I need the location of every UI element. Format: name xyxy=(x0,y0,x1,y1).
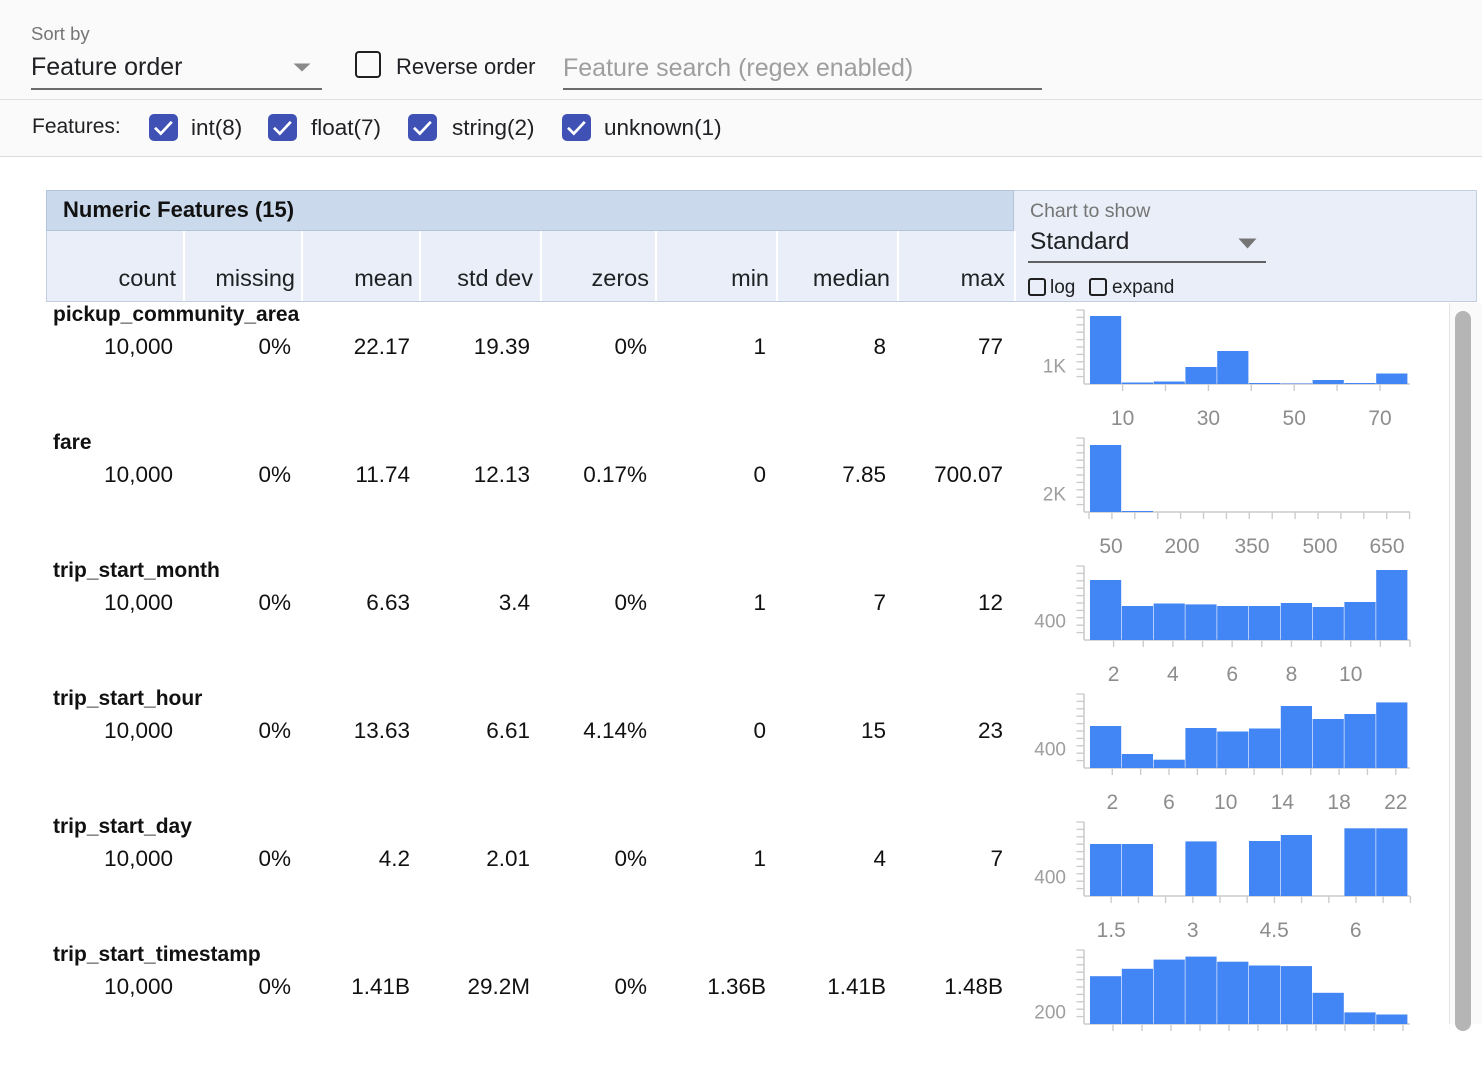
svg-text:8: 8 xyxy=(1286,663,1298,686)
svg-text:350: 350 xyxy=(1234,535,1269,558)
svg-text:650: 650 xyxy=(1369,535,1404,558)
svg-text:4.5: 4.5 xyxy=(1260,919,1289,942)
svg-text:400: 400 xyxy=(1034,612,1066,633)
svg-text:1K: 1K xyxy=(1043,357,1067,378)
svg-text:2: 2 xyxy=(1108,663,1120,686)
svg-text:6: 6 xyxy=(1350,919,1362,942)
svg-text:10: 10 xyxy=(1111,407,1134,430)
svg-text:50: 50 xyxy=(1099,535,1122,558)
svg-text:10: 10 xyxy=(1214,791,1237,814)
svg-text:6: 6 xyxy=(1226,663,1238,686)
svg-text:200: 200 xyxy=(1034,1003,1066,1024)
svg-text:1.5: 1.5 xyxy=(1097,919,1126,942)
svg-text:22: 22 xyxy=(1384,791,1407,814)
svg-text:18: 18 xyxy=(1327,791,1350,814)
svg-text:400: 400 xyxy=(1034,740,1066,761)
svg-text:3: 3 xyxy=(1187,919,1199,942)
svg-text:4: 4 xyxy=(1167,663,1179,686)
svg-text:200: 200 xyxy=(1164,535,1199,558)
svg-text:2K: 2K xyxy=(1043,485,1067,506)
svg-text:500: 500 xyxy=(1302,535,1337,558)
svg-text:6: 6 xyxy=(1163,791,1175,814)
svg-text:30: 30 xyxy=(1197,407,1220,430)
svg-text:50: 50 xyxy=(1283,407,1306,430)
svg-text:10: 10 xyxy=(1339,663,1362,686)
svg-text:400: 400 xyxy=(1034,868,1066,889)
svg-text:2: 2 xyxy=(1106,791,1118,814)
svg-text:14: 14 xyxy=(1271,791,1295,814)
svg-text:70: 70 xyxy=(1368,407,1391,430)
